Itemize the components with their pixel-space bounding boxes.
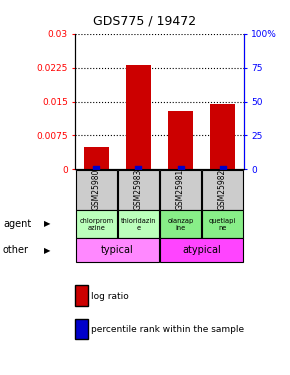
Point: [220, 165, 225, 171]
Text: quetiapi
ne: quetiapi ne: [209, 217, 236, 231]
FancyBboxPatch shape: [75, 238, 160, 262]
Text: GSM25983: GSM25983: [134, 169, 143, 210]
FancyBboxPatch shape: [160, 170, 202, 210]
Text: thioridazin
e: thioridazin e: [121, 217, 156, 231]
Text: agent: agent: [3, 219, 31, 229]
Bar: [210, 104, 235, 169]
Text: atypical: atypical: [182, 245, 221, 255]
FancyBboxPatch shape: [117, 170, 160, 210]
Point: [178, 166, 183, 172]
Bar: [168, 111, 193, 169]
FancyBboxPatch shape: [117, 210, 160, 238]
Text: GDS775 / 19472: GDS775 / 19472: [93, 15, 197, 28]
Text: ▶: ▶: [44, 219, 50, 228]
FancyBboxPatch shape: [160, 238, 244, 262]
Text: GSM25981: GSM25981: [176, 169, 185, 210]
FancyBboxPatch shape: [75, 170, 117, 210]
FancyBboxPatch shape: [202, 170, 244, 210]
Text: other: other: [3, 245, 29, 255]
Point: [136, 165, 141, 171]
FancyBboxPatch shape: [75, 210, 117, 238]
Point: [94, 166, 99, 172]
Text: typical: typical: [101, 245, 134, 255]
FancyBboxPatch shape: [202, 210, 244, 238]
Bar: [84, 147, 109, 169]
Text: GSM25980: GSM25980: [92, 169, 101, 210]
Text: olanzap
ine: olanzap ine: [167, 217, 194, 231]
Bar: [126, 65, 151, 169]
FancyBboxPatch shape: [160, 210, 202, 238]
Text: percentile rank within the sample: percentile rank within the sample: [91, 326, 244, 334]
Text: chlorprom
azine: chlorprom azine: [79, 217, 113, 231]
Text: GSM25982: GSM25982: [218, 169, 227, 210]
Text: ▶: ▶: [44, 246, 50, 255]
Text: log ratio: log ratio: [91, 292, 129, 301]
